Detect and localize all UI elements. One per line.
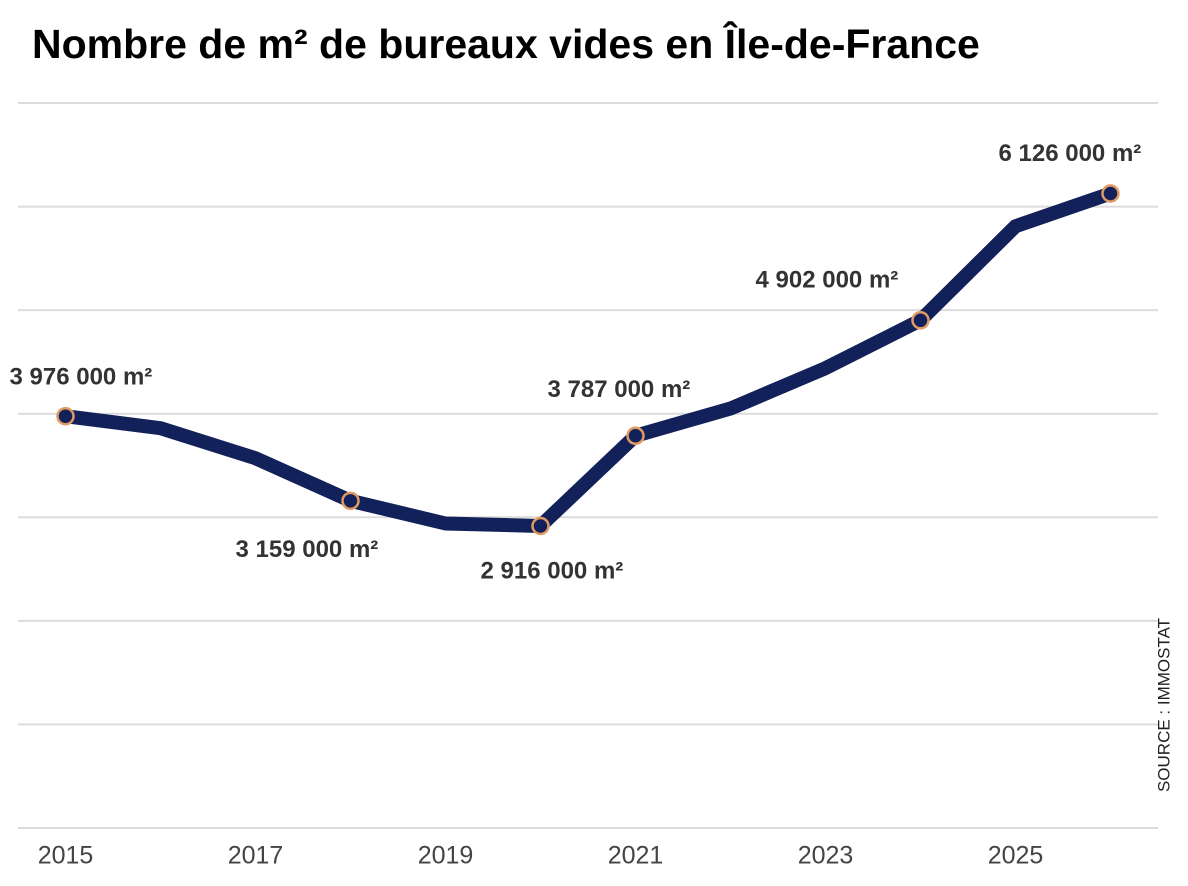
data-point <box>531 516 550 536</box>
value-label: 3 159 000 m² <box>236 536 379 563</box>
value-label: 3 976 000 m² <box>10 364 153 391</box>
chart-title: Nombre de m² de bureaux vides en Île-de-… <box>32 21 980 67</box>
value-label: 3 787 000 m² <box>548 376 691 403</box>
value-label: 6 126 000 m² <box>999 140 1142 167</box>
x-tick-label: 2025 <box>988 842 1044 870</box>
value-label: 4 902 000 m² <box>756 267 899 294</box>
data-line <box>58 186 1118 533</box>
value-label: 2 916 000 m² <box>481 557 624 584</box>
x-tick-label: 2017 <box>228 842 284 870</box>
data-point <box>341 491 360 511</box>
data-point <box>626 426 645 446</box>
x-tick-label: 2023 <box>798 842 854 870</box>
x-tick-label: 2021 <box>608 842 664 870</box>
data-point <box>911 311 930 330</box>
source-note: SOURCE : IMMOSTAT <box>1154 618 1173 792</box>
data-point <box>56 406 75 426</box>
data-point <box>1101 184 1120 203</box>
x-tick-label: 2015 <box>38 842 94 870</box>
x-tick-label: 2019 <box>418 842 474 870</box>
